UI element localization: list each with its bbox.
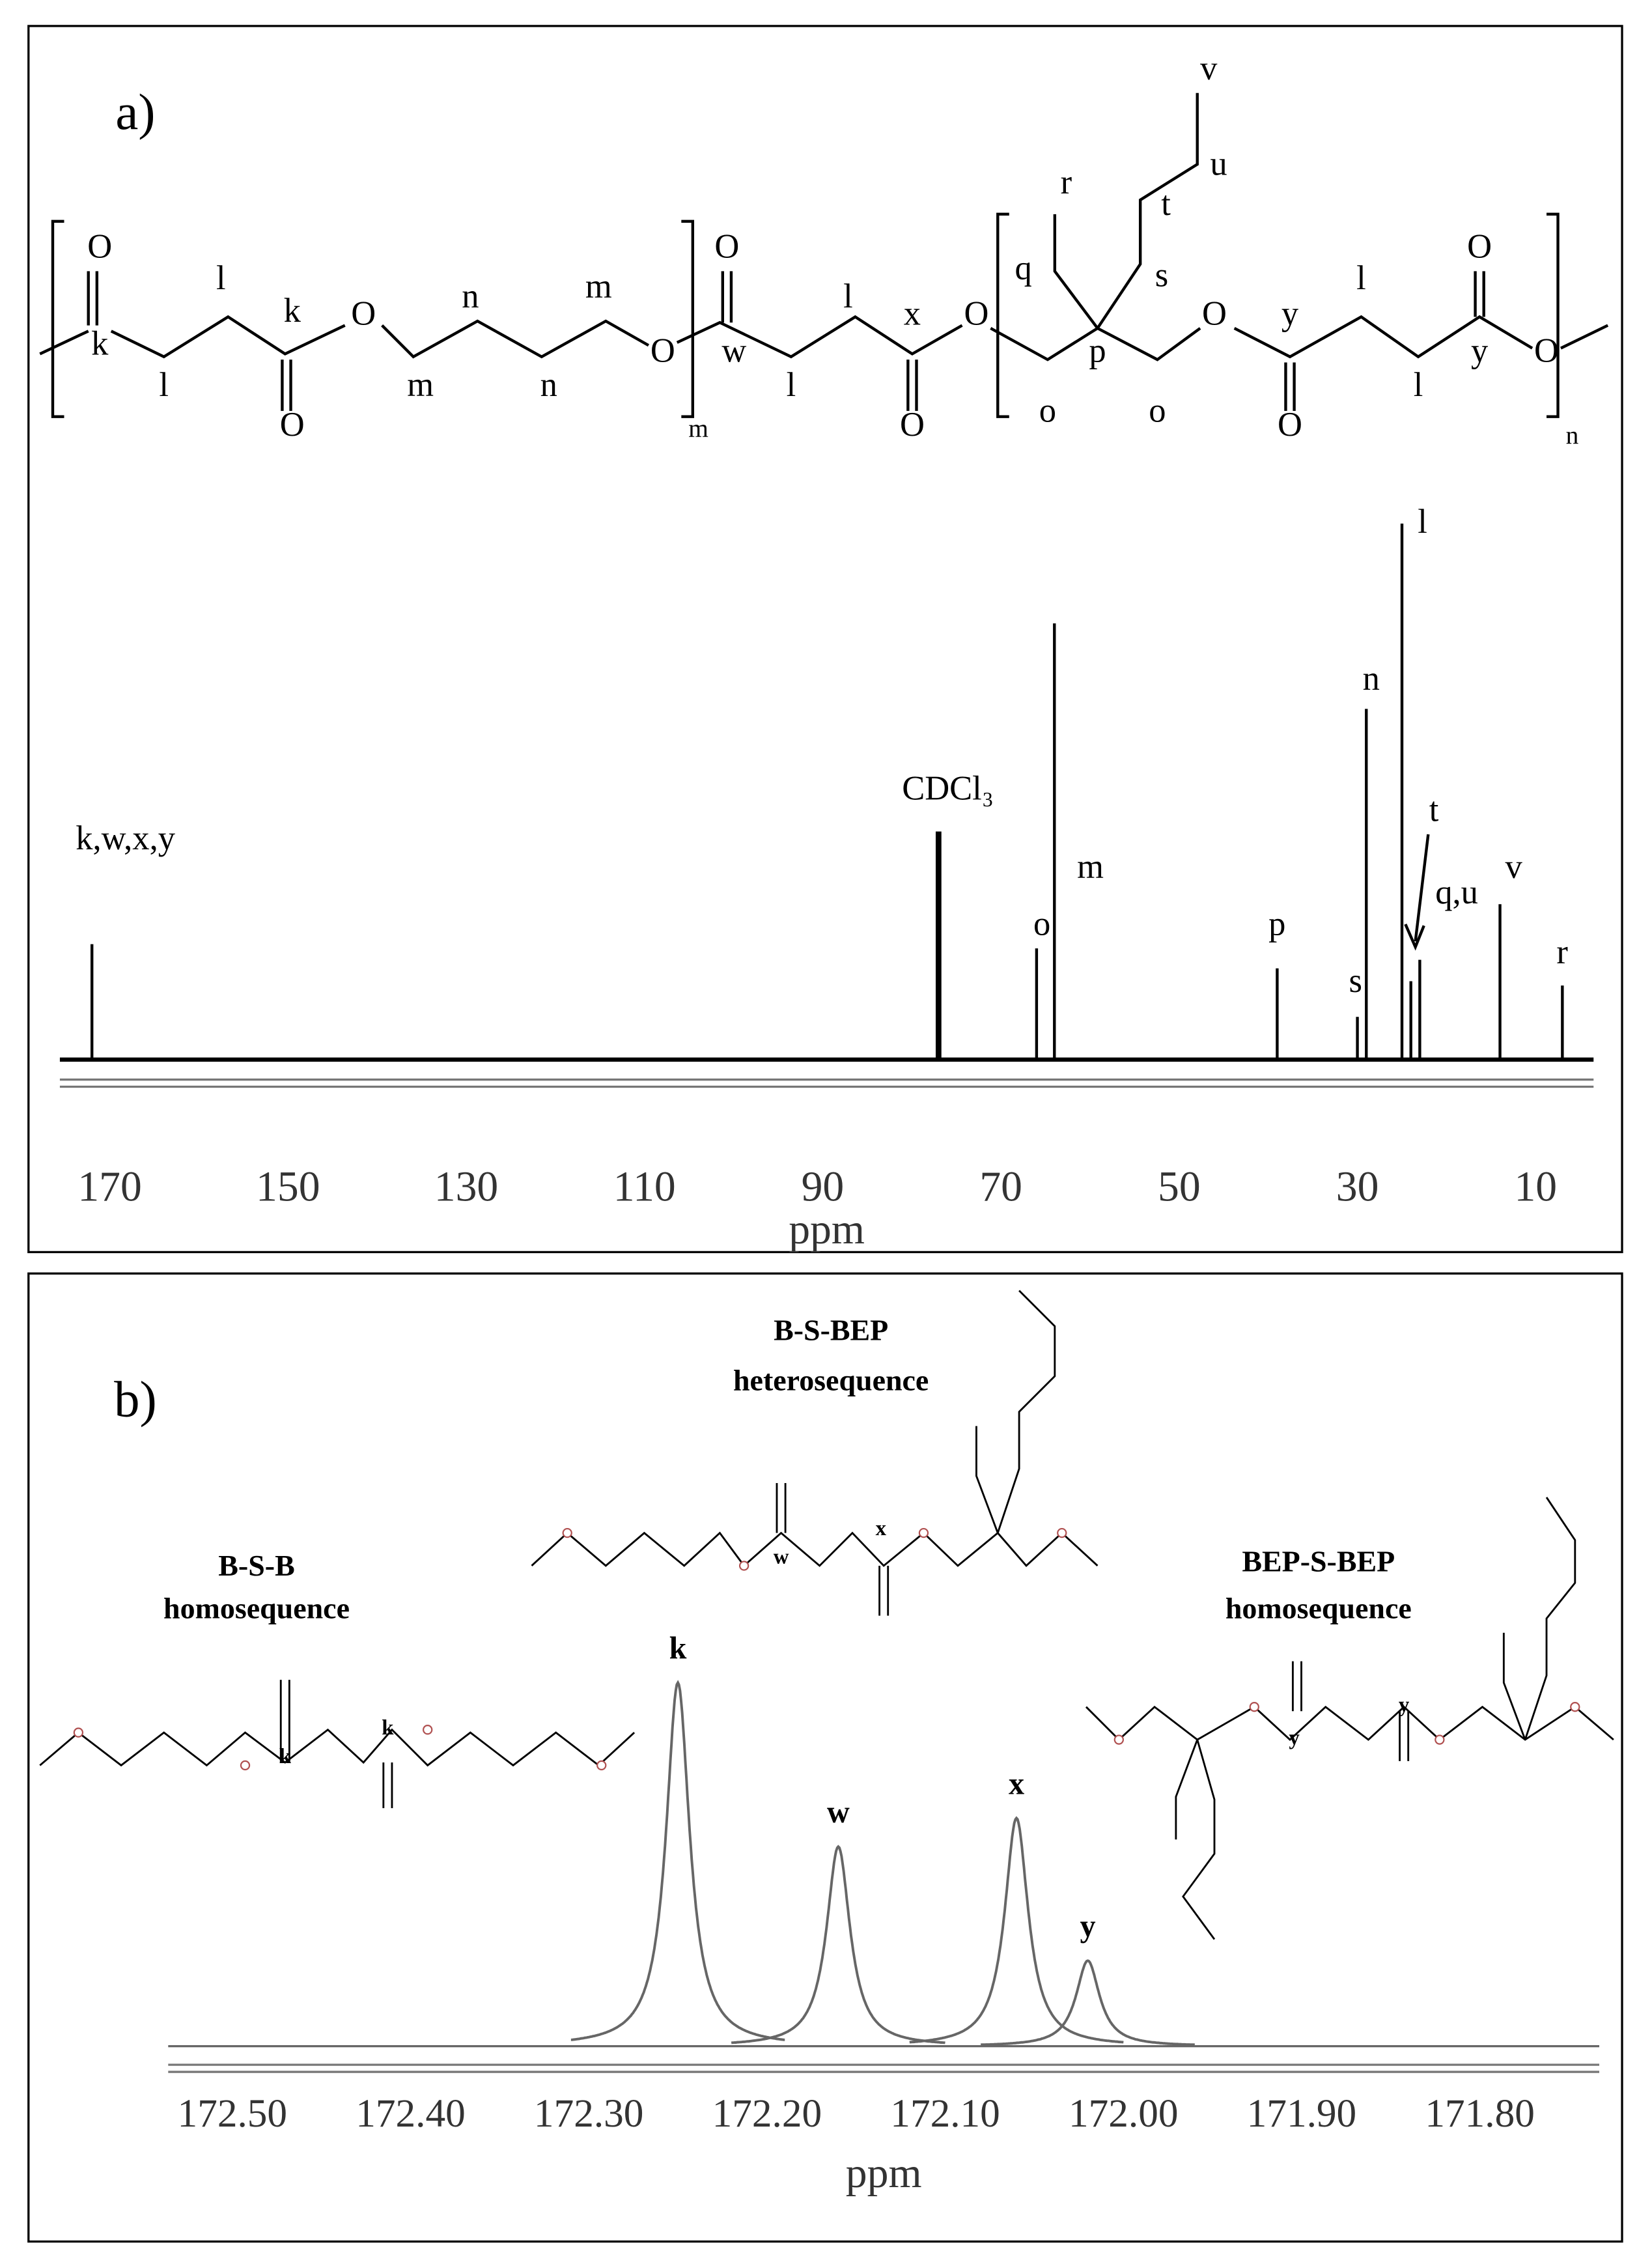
atom-label: l [216,259,226,297]
x-tick-label: 30 [1336,1163,1379,1210]
x-tick-label: 172.50 [178,2091,288,2136]
peak-label: k [669,1631,687,1665]
x-tick-label: 10 [1514,1163,1557,1210]
x-tick-label: 171.80 [1425,2091,1535,2136]
atom-label: O [1534,332,1559,369]
structure-label: w [774,1546,789,1569]
annotation: B-S-B [218,1549,294,1582]
atom-label: q [1015,249,1032,287]
x-tick-label: 90 [802,1163,845,1210]
atom-label: l [1414,366,1423,404]
x-tick-label: 170 [77,1163,141,1210]
atom-label: O [1278,406,1302,444]
peak-label: n [1363,660,1380,698]
atom-label: l [159,366,169,404]
peak-label: y [1080,1909,1095,1944]
structure-a-bonds [39,92,1609,418]
x-tick-label: 172.30 [534,2091,644,2136]
peak-label: r [1556,933,1568,971]
x-axis-label: ppm [789,1206,865,1253]
annotation: heterosequence [733,1363,929,1396]
x-tick-label: 172.00 [1069,2091,1179,2136]
peak-label: k,w,x,y [76,819,175,857]
x-tick-label: 110 [613,1163,676,1210]
atom-label: m [585,268,612,305]
x-tick-label: 172.10 [890,2091,1000,2136]
atom-label: O [351,295,376,333]
atom-label: O [87,228,112,266]
atom-label: m [688,414,708,443]
panel-b-frame [27,1272,1623,2243]
atom-label: u [1210,145,1227,183]
atom-label: o [1149,391,1166,429]
x-tick-label: 50 [1158,1163,1201,1210]
peak-label: p [1268,905,1285,942]
peak-label: t [1429,791,1439,828]
peak [570,1680,785,2041]
x-tick-label: 70 [979,1163,1022,1210]
x-tick-label: 172.40 [356,2091,466,2136]
x-tick-label: 171.90 [1247,2091,1357,2136]
atom-label: n [462,277,479,315]
x-tick-label: 172.20 [712,2091,822,2136]
peak-label: q,u [1435,873,1478,911]
atom-label: n [540,366,557,404]
x-tick-label: 150 [256,1163,320,1210]
atom-label: k [91,324,109,362]
x-tick-label: 130 [434,1163,498,1210]
panel-label: a) [115,84,155,141]
annotation: B-S-BEP [774,1314,888,1347]
atom-label: n [1566,421,1579,450]
peak [980,1959,1196,2046]
atom-label: m [407,366,434,404]
peak-label: w [827,1795,850,1830]
atom-label: l [843,277,853,315]
t-arrow [1404,834,1430,951]
annotation: homosequence [163,1592,350,1625]
peak [731,1845,945,2044]
annotation: BEP-S-BEP [1242,1544,1395,1577]
peak-label: m [1077,848,1104,886]
structure-label: x [876,1517,887,1540]
panel-label: b) [114,1372,157,1428]
atom-label: s [1155,256,1168,294]
x-axis-label: ppm [846,2149,922,2197]
structure-label: y [1289,1727,1300,1750]
atom-label: w [721,332,746,369]
peak [909,1816,1124,2044]
atom-label: O [651,332,675,369]
peak-label: s [1349,962,1362,1000]
structure-b-bonds [39,1290,1614,1940]
atom-label: x [904,295,921,333]
atom-label: v [1200,50,1218,87]
atom-label: k [284,292,301,330]
atom-label: y [1471,332,1489,369]
atom-label: t [1161,185,1171,223]
atom-label: y [1281,295,1299,333]
panel-a-frame [27,25,1623,1254]
atom-label: O [280,406,305,444]
atom-label: O [900,406,925,444]
structure-label: k [279,1745,292,1768]
peak-label: x [1009,1766,1024,1801]
atom-label: p [1089,332,1106,369]
peak-label: l [1418,503,1427,541]
annotation: homosequence [1225,1592,1412,1625]
atom-label: O [964,295,988,333]
atom-label: l [787,366,796,404]
atom-label: O [1202,295,1227,333]
atom-label: o [1039,391,1056,429]
peak-label: CDCl₃ [902,769,994,807]
atom-label: O [1467,228,1492,266]
atom-label: l [1356,259,1366,297]
structure-label: k [382,1716,394,1740]
structure-label: y [1399,1693,1410,1717]
peak-label: v [1505,848,1523,886]
atom-label: O [714,228,739,266]
atom-label: r [1061,163,1072,201]
peak-label: o [1033,905,1050,942]
